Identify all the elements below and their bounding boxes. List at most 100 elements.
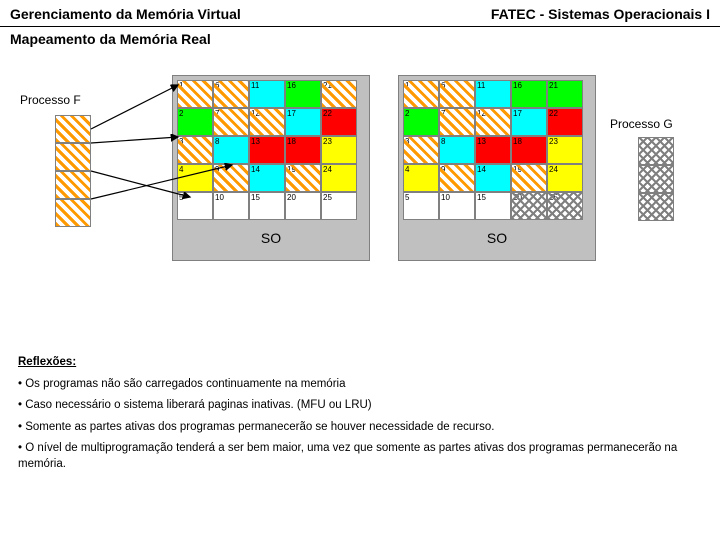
cell-number: 22: [323, 110, 332, 118]
cell-number: 14: [477, 166, 486, 174]
cell-number: 16: [287, 82, 296, 90]
cell-number: 23: [549, 138, 558, 146]
process-f-page: [55, 171, 91, 199]
mem-cell: 22: [547, 108, 583, 136]
mem-cell: 6: [213, 80, 249, 108]
process-f-page: [55, 199, 91, 227]
mem-cell: 4: [177, 164, 213, 192]
title-right: FATEC - Sistemas Operacionais I: [491, 6, 710, 22]
mem-cell: 17: [511, 108, 547, 136]
cell-number: 20: [287, 194, 296, 202]
mem-cell: 5: [403, 192, 439, 220]
mem-cell: 24: [321, 164, 357, 192]
mem-cell: 25: [547, 192, 583, 220]
cell-number: 17: [287, 110, 296, 118]
process-g-page: [638, 165, 674, 193]
mem-cell: 10: [213, 192, 249, 220]
cell-number: 1: [179, 82, 183, 90]
mem-cell: 2: [177, 108, 213, 136]
reflection-item: • O nível de multiprogramação tenderá a …: [18, 441, 702, 472]
mem-cell: 10: [439, 192, 475, 220]
cell-number: 21: [549, 82, 558, 90]
cell-number: 24: [323, 166, 332, 174]
cell-number: 9: [441, 166, 445, 174]
mem-cell: 16: [285, 80, 321, 108]
reflection-item: • Os programas não são carregados contin…: [18, 377, 702, 393]
reflection-item: • Somente as partes ativas dos programas…: [18, 420, 702, 436]
process-g-page: [638, 137, 674, 165]
mem-cell: 11: [249, 80, 285, 108]
mem-cell: 3: [403, 136, 439, 164]
diagram: 1611162127121722381318234914192451015202…: [0, 47, 720, 347]
mem-cell: 15: [249, 192, 285, 220]
cell-number: 21: [323, 82, 332, 90]
cell-number: 10: [215, 194, 224, 202]
cell-number: 11: [477, 82, 485, 90]
cell-number: 18: [513, 138, 522, 146]
mem-cell: 8: [213, 136, 249, 164]
cell-number: 12: [251, 110, 260, 118]
mem-cell: 19: [285, 164, 321, 192]
mem-cell: 11: [475, 80, 511, 108]
cell-number: 7: [215, 110, 219, 118]
cell-number: 2: [179, 110, 183, 118]
cell-number: 15: [477, 194, 486, 202]
cell-number: 5: [179, 194, 183, 202]
mem-cell: 20: [511, 192, 547, 220]
cell-number: 19: [287, 166, 296, 174]
title-left: Gerenciamento da Memória Virtual: [10, 6, 241, 22]
cell-number: 10: [441, 194, 450, 202]
cell-number: 25: [323, 194, 332, 202]
cell-number: 13: [251, 138, 260, 146]
mem-cell: 13: [249, 136, 285, 164]
mem-cell: 23: [547, 136, 583, 164]
reflections-title: Reflexões:: [18, 356, 76, 368]
cell-number: 20: [513, 194, 522, 202]
subheader: Mapeamento da Memória Real: [0, 26, 720, 47]
cell-number: 8: [441, 138, 445, 146]
cell-number: 12: [477, 110, 486, 118]
mem-cell: 17: [285, 108, 321, 136]
mem-cell: 7: [439, 108, 475, 136]
memory-block: 1611162127121722381318234914192451015202…: [398, 75, 596, 261]
cell-number: 1: [405, 82, 409, 90]
mem-cell: 15: [475, 192, 511, 220]
mem-cell: 3: [177, 136, 213, 164]
reflection-item: • Caso necessário o sistema liberará pag…: [18, 398, 702, 414]
cell-number: 13: [477, 138, 486, 146]
cell-number: 16: [513, 82, 522, 90]
mem-cell: 20: [285, 192, 321, 220]
cell-number: 23: [323, 138, 332, 146]
cell-number: 22: [549, 110, 558, 118]
mem-cell: 18: [511, 136, 547, 164]
mem-cell: 14: [475, 164, 511, 192]
mem-cell: 8: [439, 136, 475, 164]
mem-cell: 22: [321, 108, 357, 136]
mem-cell: 7: [213, 108, 249, 136]
cell-number: 8: [215, 138, 219, 146]
cell-number: 9: [215, 166, 219, 174]
cell-number: 3: [405, 138, 409, 146]
mem-cell: 13: [475, 136, 511, 164]
mem-cell: 1: [403, 80, 439, 108]
header: Gerenciamento da Memória Virtual FATEC -…: [0, 0, 720, 24]
mem-cell: 24: [547, 164, 583, 192]
so-label: SO: [177, 220, 365, 256]
process-g-page: [638, 193, 674, 221]
process-f-page: [55, 115, 91, 143]
cell-number: 5: [405, 194, 409, 202]
cell-number: 15: [251, 194, 260, 202]
so-label: SO: [403, 220, 591, 256]
mem-cell: 21: [547, 80, 583, 108]
cell-number: 2: [405, 110, 409, 118]
mem-cell: 6: [439, 80, 475, 108]
cell-number: 7: [441, 110, 445, 118]
cell-number: 18: [287, 138, 296, 146]
process-g-label: Processo G: [610, 117, 673, 131]
mem-cell: 1: [177, 80, 213, 108]
cell-number: 24: [549, 166, 558, 174]
cell-number: 6: [215, 82, 219, 90]
cell-number: 11: [251, 82, 259, 90]
cell-number: 4: [405, 166, 409, 174]
mem-cell: 25: [321, 192, 357, 220]
